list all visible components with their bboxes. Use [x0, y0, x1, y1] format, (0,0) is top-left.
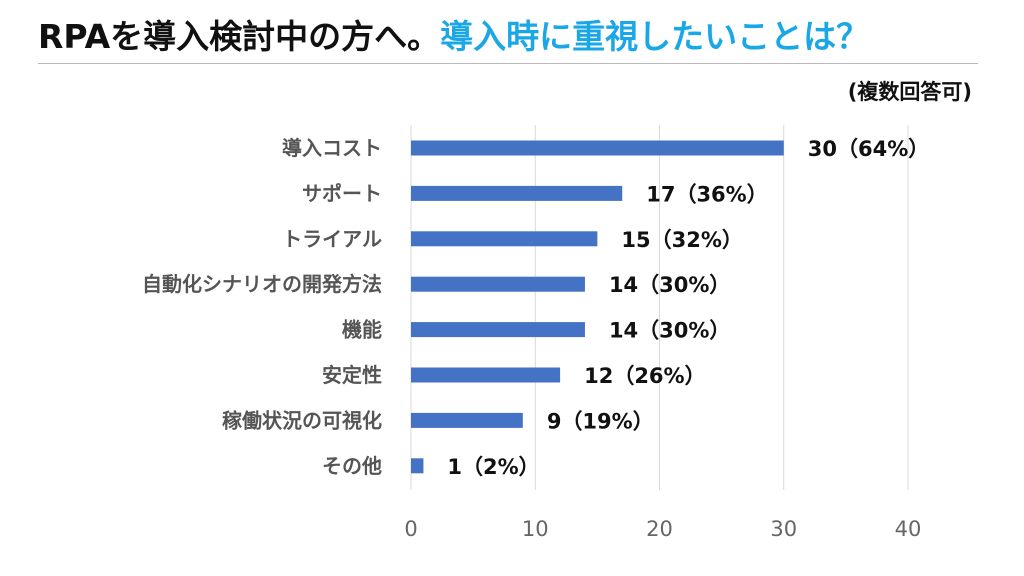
value-label: 30（64%） [808, 137, 930, 161]
x-tick-label: 0 [404, 517, 417, 541]
value-label: 15（32%） [621, 228, 743, 252]
x-tick-label: 10 [522, 517, 549, 541]
value-labels: 30（64%） 17（36%） 15（32%） 14（30%） 14（30%） 12（26… [447, 137, 929, 479]
bar [411, 367, 561, 383]
value-label: 1（2%） [447, 455, 539, 479]
category-labels: 導入コストサポートトライアル自動化シナリオの開発方法機能安定性稼働状況の可視化そ… [142, 136, 382, 478]
value-label: 14（30%） [609, 319, 731, 343]
title-question: 導入時に重視したいことは？ [440, 17, 870, 56]
value-label: 9（19%） [547, 409, 654, 433]
value-label: 12（26%） [584, 364, 706, 388]
bar [411, 140, 784, 156]
value-label: 14（30%） [609, 273, 731, 297]
bars [411, 140, 784, 474]
bar [411, 412, 523, 428]
category-label: 自動化シナリオの開発方法 [142, 272, 382, 296]
x-tick-label: 40 [895, 517, 922, 541]
x-tick-label: 20 [646, 517, 673, 541]
category-label: 機能 [342, 318, 382, 342]
bar [411, 322, 585, 338]
grid-lines [410, 125, 909, 490]
chart-title: RPAを導入検討中の方へ。導入時に重視したいことは？ [38, 10, 869, 58]
bar [411, 276, 585, 292]
category-label: 安定性 [322, 363, 382, 387]
category-label: その他 [322, 454, 382, 478]
category-label: 稼働状況の可視化 [222, 408, 382, 432]
x-tick-label: 30 [770, 517, 797, 541]
bar [411, 458, 424, 474]
title-divider [38, 63, 978, 64]
category-label: サポート [302, 181, 382, 205]
title-main: RPAを導入検討中の方へ。 [38, 17, 441, 56]
category-label: 導入コスト [282, 136, 382, 160]
multiple-answer-note: (複数回答可) [847, 80, 972, 104]
bar [411, 231, 598, 247]
bar [411, 185, 623, 201]
x-axis-ticks: 0 10 20 30 40 [404, 517, 921, 541]
value-label: 17（36%） [646, 182, 768, 206]
category-label: トライアル [282, 227, 382, 251]
